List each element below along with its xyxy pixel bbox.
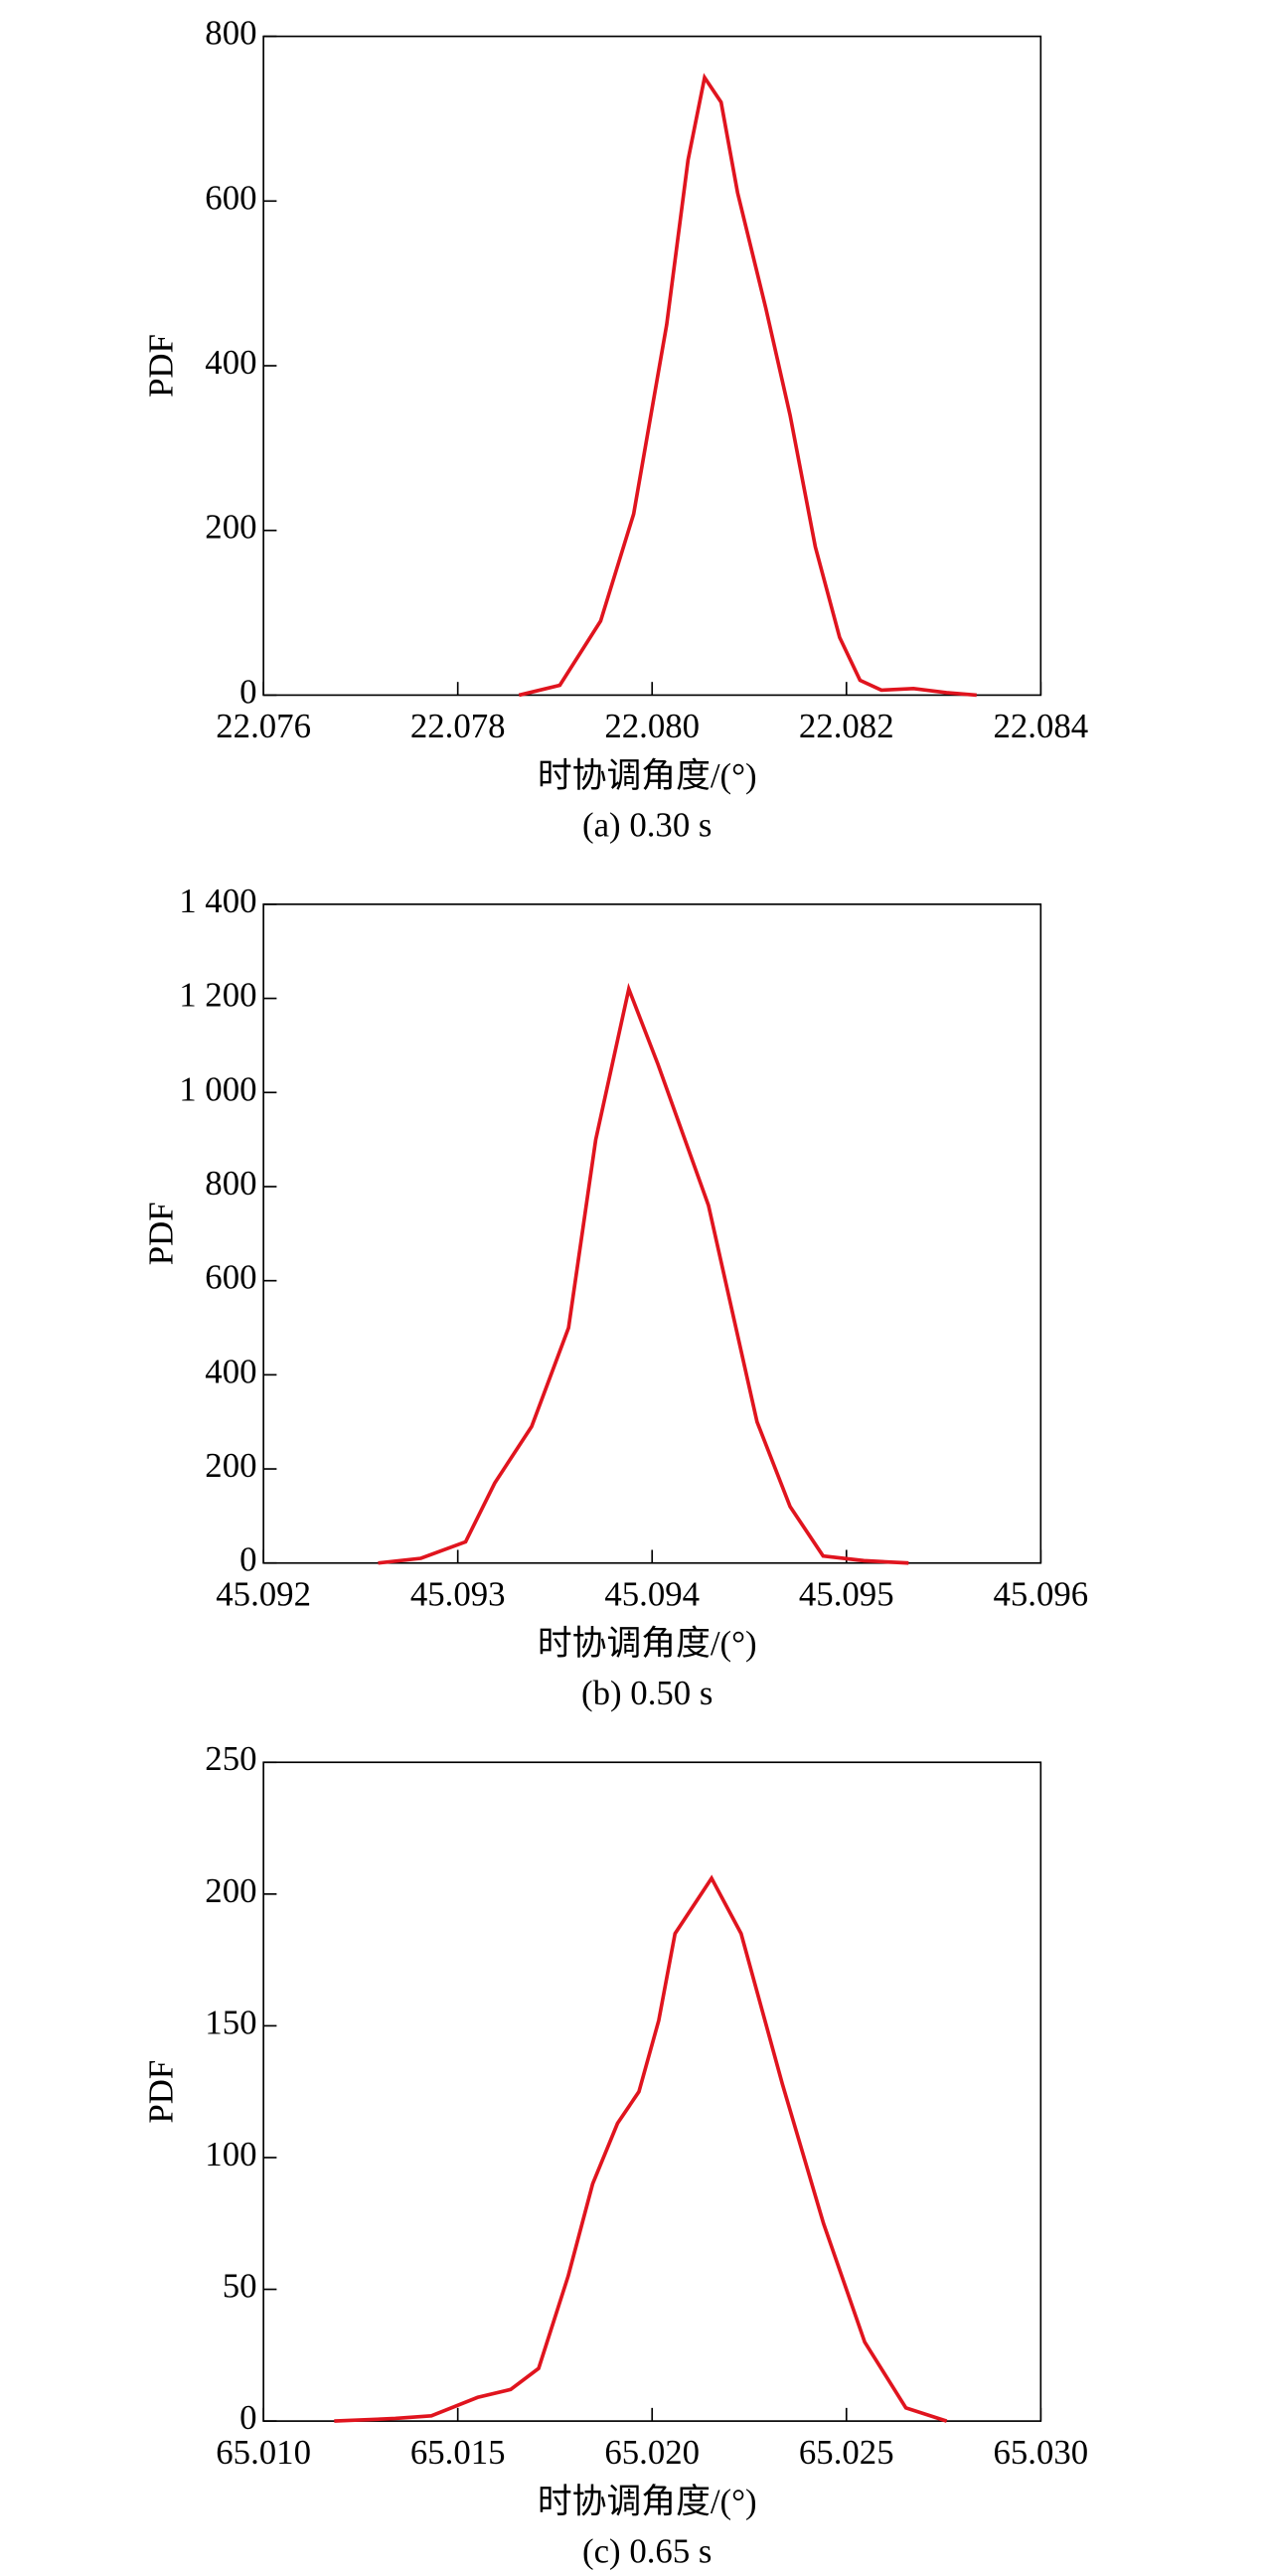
y-tick-label: 100: [205, 2135, 256, 2174]
x-tick-label: 22.076: [216, 707, 311, 745]
caption: (a) 0.30 s: [582, 806, 712, 845]
plot-frame: [262, 35, 1042, 697]
x-axis-label: 时协调角度/(°): [538, 2483, 757, 2521]
y-axis-label: PDF: [142, 334, 181, 398]
x-tick-label: 65.015: [410, 2433, 506, 2472]
y-tick-label: 600: [205, 1258, 256, 1297]
y-tick-label: 1 200: [179, 976, 256, 1015]
x-axis-label: 时协调角度/(°): [538, 1624, 757, 1663]
x-tick-label: 45.092: [216, 1575, 311, 1614]
y-tick-label: 400: [205, 343, 256, 382]
y-tick-label: 0: [239, 2398, 256, 2437]
x-tick-label: 22.078: [410, 707, 506, 745]
x-tick-label: 65.025: [799, 2433, 894, 2472]
pdf-curve: [334, 1874, 948, 2423]
y-tick-label: 0: [239, 1540, 256, 1579]
caption: (c) 0.65 s: [582, 2531, 712, 2570]
y-tick-label: 600: [205, 178, 256, 217]
y-tick-label: 200: [205, 1446, 256, 1485]
plot-frame: [262, 903, 1042, 1564]
x-tick-label: 65.010: [216, 2433, 311, 2472]
y-axis-label: PDF: [142, 1202, 181, 1265]
y-tick-label: 200: [205, 508, 256, 547]
y-tick-label: 200: [205, 1871, 256, 1910]
y-tick-label: 1 400: [179, 882, 256, 920]
caption: (b) 0.50 s: [581, 1674, 713, 1712]
y-tick-label: 250: [205, 1739, 256, 1778]
x-tick-label: 65.020: [604, 2433, 700, 2472]
y-axis-label: PDF: [142, 2060, 181, 2124]
y-tick-label: 150: [205, 2003, 256, 2041]
y-tick-label: 50: [223, 2267, 257, 2306]
y-tick-label: 0: [239, 672, 256, 711]
y-tick-label: 800: [205, 14, 256, 53]
plot-frame: [262, 1761, 1042, 2422]
x-tick-label: 22.080: [604, 707, 700, 745]
x-axis-label: 时协调角度/(°): [538, 756, 757, 795]
pdf-curve: [378, 982, 909, 1565]
y-tick-label: 400: [205, 1352, 256, 1390]
y-tick-label: 1 000: [179, 1069, 256, 1108]
x-tick-label: 45.094: [604, 1575, 700, 1614]
y-tick-label: 800: [205, 1164, 256, 1203]
x-tick-label: 22.082: [799, 707, 894, 745]
x-tick-label: 45.096: [993, 1575, 1088, 1614]
x-tick-label: 45.093: [410, 1575, 506, 1614]
x-tick-label: 45.095: [799, 1575, 894, 1614]
x-tick-label: 65.030: [993, 2433, 1088, 2472]
pdf-curve: [518, 73, 977, 698]
x-tick-label: 22.084: [993, 707, 1088, 745]
